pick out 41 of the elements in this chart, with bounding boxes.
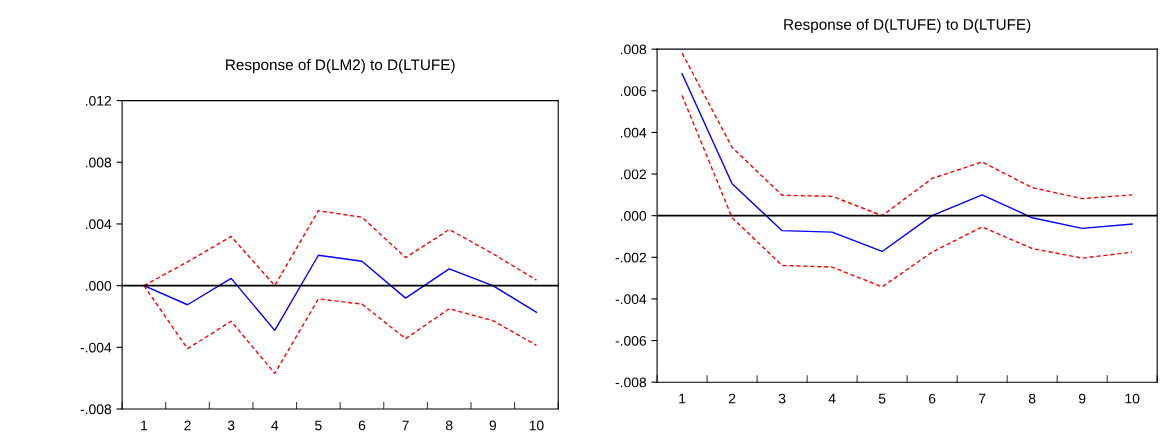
x-tick-label: 2: [184, 420, 191, 431]
x-tick-label: 10: [1125, 393, 1140, 404]
line-series: [681, 52, 1133, 217]
x-tick-label: 1: [141, 420, 148, 431]
x-tick-label: 8: [1028, 393, 1036, 404]
line-series: [681, 73, 1133, 253]
x-tick-label: 3: [778, 393, 786, 404]
line-series: [681, 94, 1133, 288]
y-tick-label: -.002: [615, 252, 646, 263]
x-tick-label: 4: [828, 393, 836, 404]
x-tick-label: 7: [402, 420, 409, 431]
x-tick-label: 8: [445, 420, 453, 431]
y-tick-label: -.004: [615, 294, 647, 305]
y-tick-label: .004: [620, 127, 647, 138]
y-tick-label: .006: [620, 86, 647, 96]
line-series: [143, 254, 538, 332]
x-tick-label: 4: [271, 420, 279, 431]
y-tick-label: .008: [85, 157, 112, 168]
x-tick-label: 9: [489, 420, 497, 431]
y-tick-label: -.004: [80, 342, 112, 353]
x-tick-label: 2: [728, 393, 736, 404]
y-tick-label: -.008: [615, 377, 647, 388]
y-tick-label: -.008: [80, 404, 112, 415]
x-tick-label: 7: [979, 393, 986, 404]
y-tick-label: .012: [85, 95, 111, 106]
chart-title: Response of D(LTUFE) to D(LTUFE): [784, 18, 1031, 33]
x-tick-label: 1: [679, 393, 686, 404]
x-tick-label: 5: [315, 420, 322, 431]
x-tick-label: 10: [529, 420, 544, 431]
x-tick-label: 5: [878, 393, 886, 404]
y-tick-label: .000: [85, 280, 112, 291]
x-tick-label: 3: [227, 420, 235, 431]
x-tick-label: 9: [1078, 393, 1086, 404]
x-tick-label: 6: [928, 393, 936, 404]
y-tick-label: .000: [620, 211, 647, 221]
y-tick-label: .004: [85, 219, 112, 230]
chart-title: Response of D(LM2) to D(LTUFE): [226, 58, 455, 74]
y-tick-label: -.006: [615, 335, 647, 346]
y-tick-label: .002: [620, 169, 646, 180]
x-tick-label: 6: [358, 420, 366, 431]
y-tick-label: .008: [620, 44, 647, 55]
